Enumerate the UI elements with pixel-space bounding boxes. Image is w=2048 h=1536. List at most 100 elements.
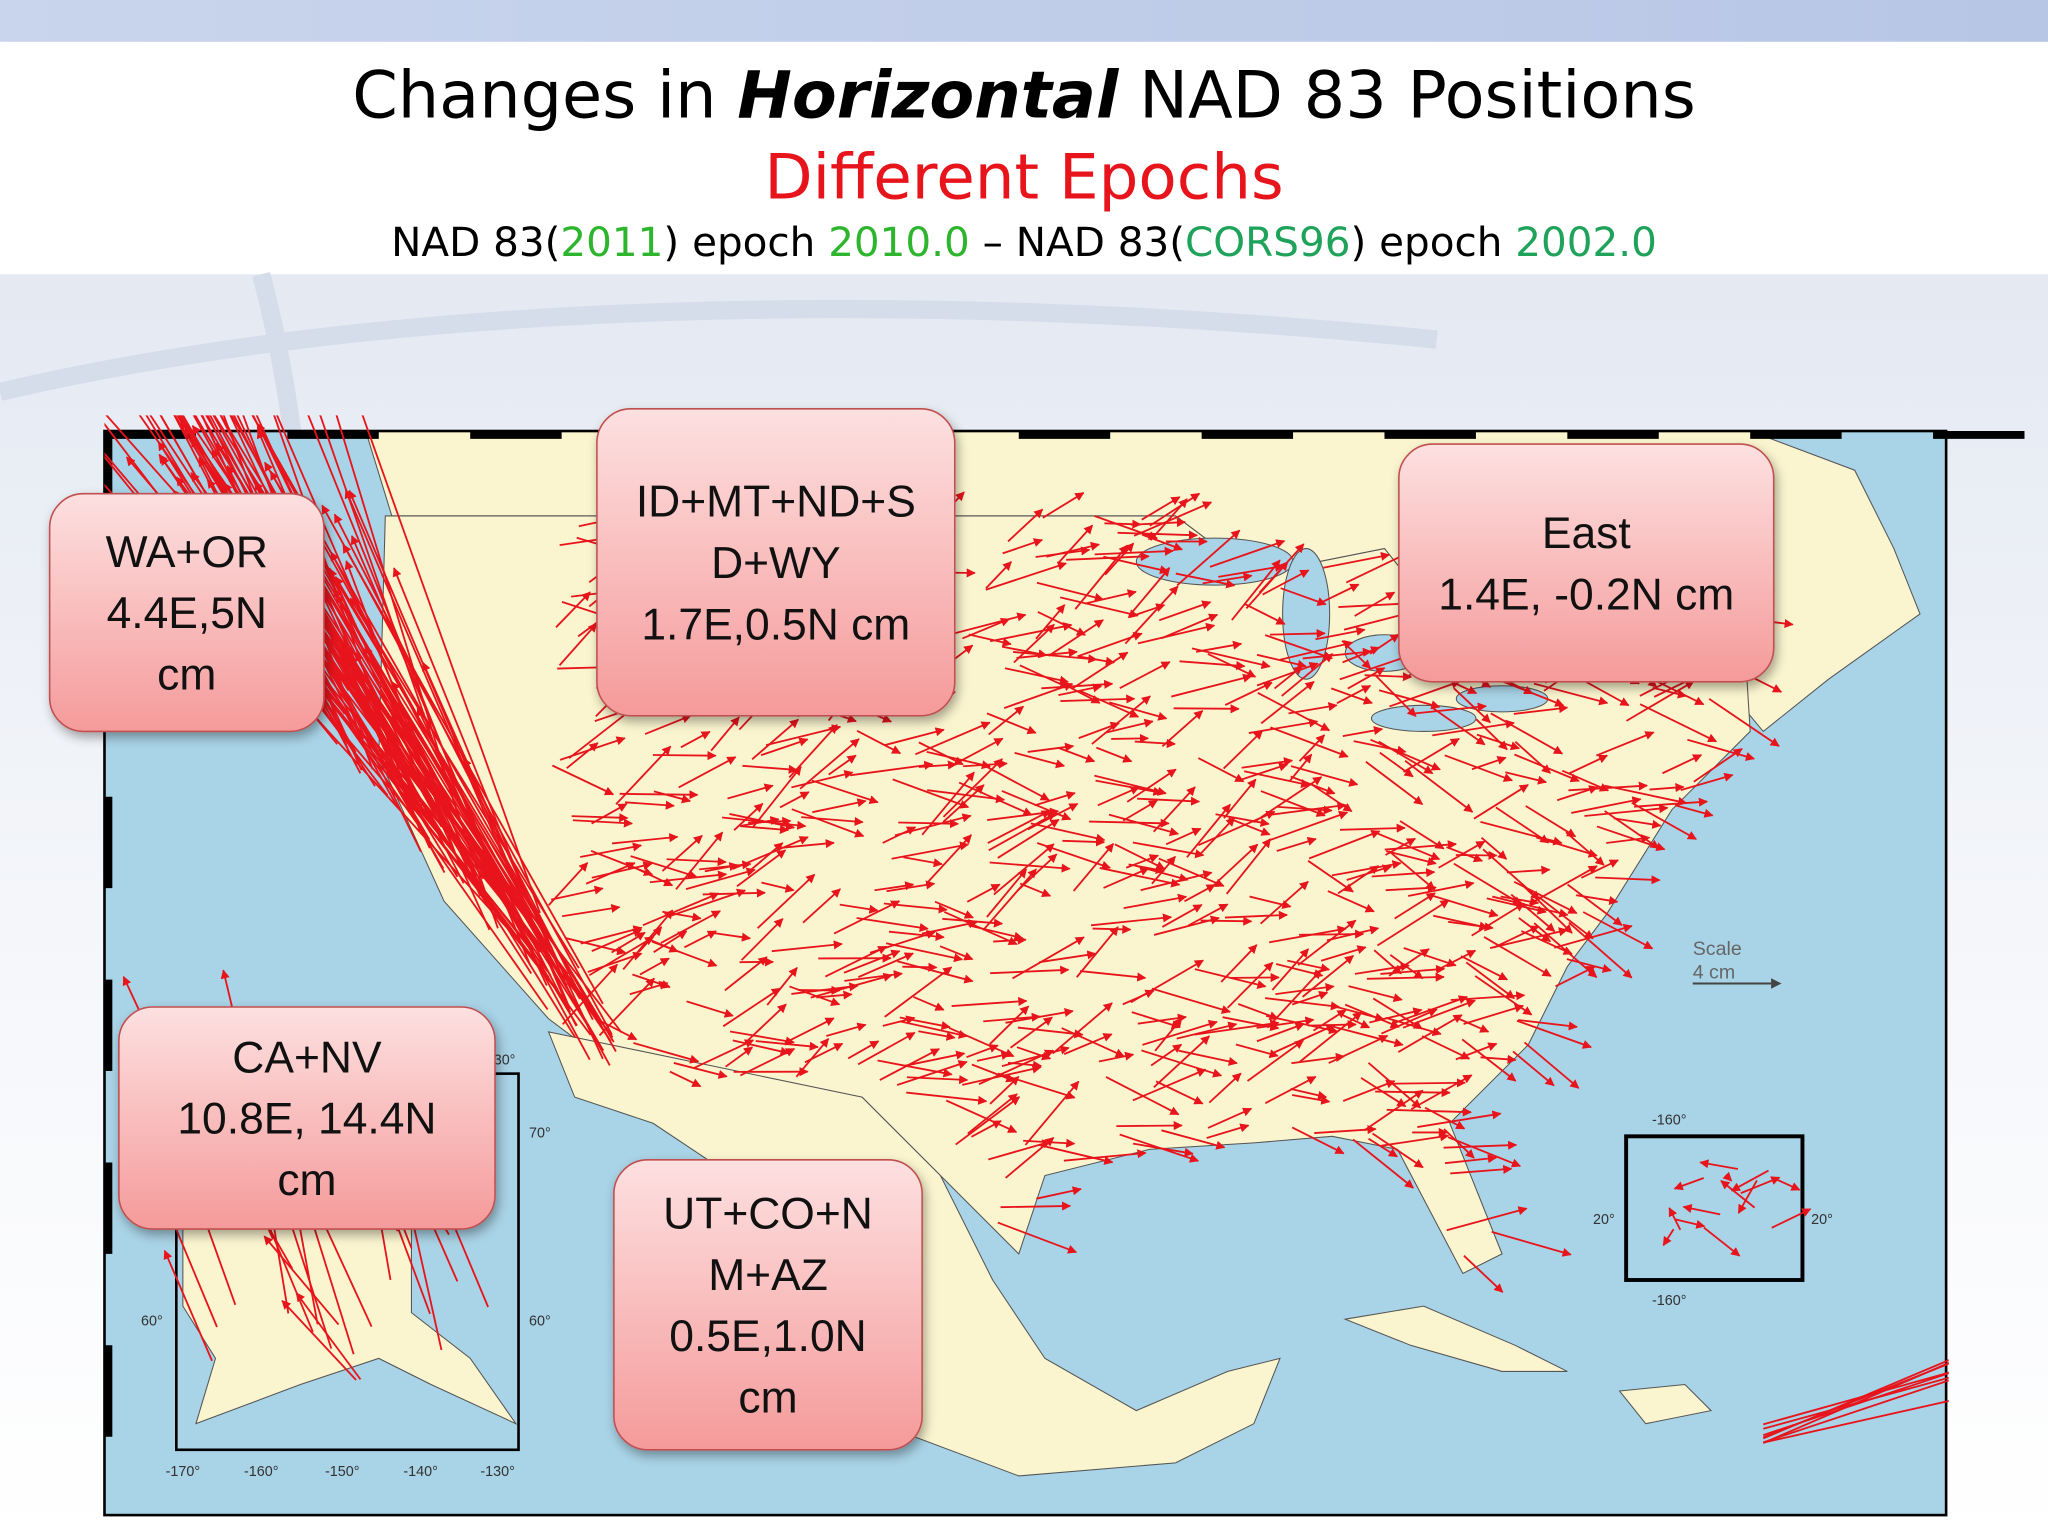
vector <box>968 633 1012 647</box>
vector <box>1489 927 1569 949</box>
vector <box>755 1040 819 1051</box>
callout-text: 1.7E,0.5N cm <box>641 600 910 649</box>
epoch-part: 2011 <box>560 218 663 266</box>
vector <box>1253 776 1323 824</box>
vector <box>1662 754 1703 775</box>
vector <box>989 861 1071 873</box>
callout-text: ID+MT+ND+S <box>636 478 916 527</box>
vector <box>1290 1087 1328 1100</box>
vector <box>1037 611 1087 636</box>
callout-box <box>596 408 956 717</box>
vector <box>306 622 533 974</box>
vector <box>987 810 1051 844</box>
vector <box>1171 673 1253 698</box>
vector <box>1389 954 1424 980</box>
vector <box>802 888 841 924</box>
vector <box>1740 1176 1781 1194</box>
vector <box>1116 1120 1183 1131</box>
callout-text: D+WY <box>711 539 841 588</box>
vector <box>1215 813 1270 827</box>
vector <box>736 849 787 888</box>
callout-text: CA+NV <box>232 1033 382 1082</box>
vector <box>1150 1043 1183 1067</box>
vector <box>1002 538 1044 555</box>
vector <box>1269 628 1326 639</box>
vector <box>1680 772 1734 791</box>
vector <box>1421 1035 1471 1060</box>
title: Changes in Horizontal NAD 83 Positions <box>352 58 1696 134</box>
vector <box>1699 1159 1739 1170</box>
vector <box>561 903 621 918</box>
vector <box>1079 689 1140 718</box>
vector <box>1207 1107 1253 1129</box>
vector <box>1453 862 1523 906</box>
vector <box>1536 836 1598 858</box>
vector <box>1424 1106 1466 1130</box>
vector <box>1137 796 1201 806</box>
vector <box>1399 820 1445 850</box>
vector <box>959 737 1004 762</box>
vector <box>263 1235 340 1326</box>
vector <box>1154 1017 1183 1052</box>
vector <box>1208 1072 1242 1104</box>
vector <box>951 996 1028 1007</box>
vector <box>1063 1033 1113 1055</box>
vector <box>1332 1025 1404 1048</box>
vector <box>1571 796 1642 814</box>
callout-text: 0.5E,1.0N <box>669 1312 866 1361</box>
vector <box>921 771 975 836</box>
vector <box>624 800 675 810</box>
vector <box>1353 740 1407 755</box>
vector <box>598 977 655 1037</box>
vector <box>891 841 970 860</box>
vector <box>1378 689 1441 710</box>
vector <box>680 730 711 749</box>
vector <box>1095 779 1163 796</box>
vector <box>1384 840 1457 851</box>
vector <box>740 918 784 961</box>
vector <box>1529 865 1598 905</box>
vector <box>1291 1052 1346 1065</box>
vector <box>1291 1094 1331 1105</box>
vector <box>1403 947 1457 968</box>
vector <box>667 888 747 918</box>
vector <box>591 861 653 879</box>
vector <box>1186 803 1231 858</box>
vector <box>1122 799 1158 822</box>
vector <box>1649 782 1685 793</box>
vector <box>1465 961 1515 1000</box>
vector <box>1132 841 1205 859</box>
callout-box <box>613 1159 923 1451</box>
vector <box>982 868 1037 931</box>
callout-text: 4.4E,5N <box>107 589 267 638</box>
vector <box>824 945 888 978</box>
epoch-part: ) epoch <box>1350 218 1515 266</box>
vector <box>1354 962 1410 975</box>
vector <box>1674 1218 1706 1229</box>
vector <box>710 716 740 752</box>
callout-box <box>48 492 325 733</box>
vector <box>756 873 816 929</box>
vector <box>669 1070 702 1088</box>
epoch-part: NAD 83( <box>391 218 560 266</box>
vector <box>1111 733 1150 743</box>
vector <box>1017 853 1058 892</box>
vector <box>812 798 867 814</box>
vector <box>1566 958 1612 973</box>
vector <box>1523 1041 1580 1089</box>
vector <box>1386 1107 1472 1117</box>
callout-box <box>1398 443 1775 683</box>
vector <box>1007 1060 1043 1070</box>
vector <box>1291 1126 1345 1155</box>
vector <box>1438 840 1486 869</box>
vector <box>1066 552 1150 562</box>
vector <box>751 718 799 760</box>
vector <box>1224 681 1273 706</box>
vector <box>856 917 929 933</box>
vector <box>678 756 737 789</box>
vector <box>1042 492 1085 519</box>
vector <box>1516 1019 1592 1049</box>
vector <box>1099 867 1181 888</box>
map-label: Scale <box>1693 938 1742 960</box>
vector <box>1176 1021 1238 1040</box>
